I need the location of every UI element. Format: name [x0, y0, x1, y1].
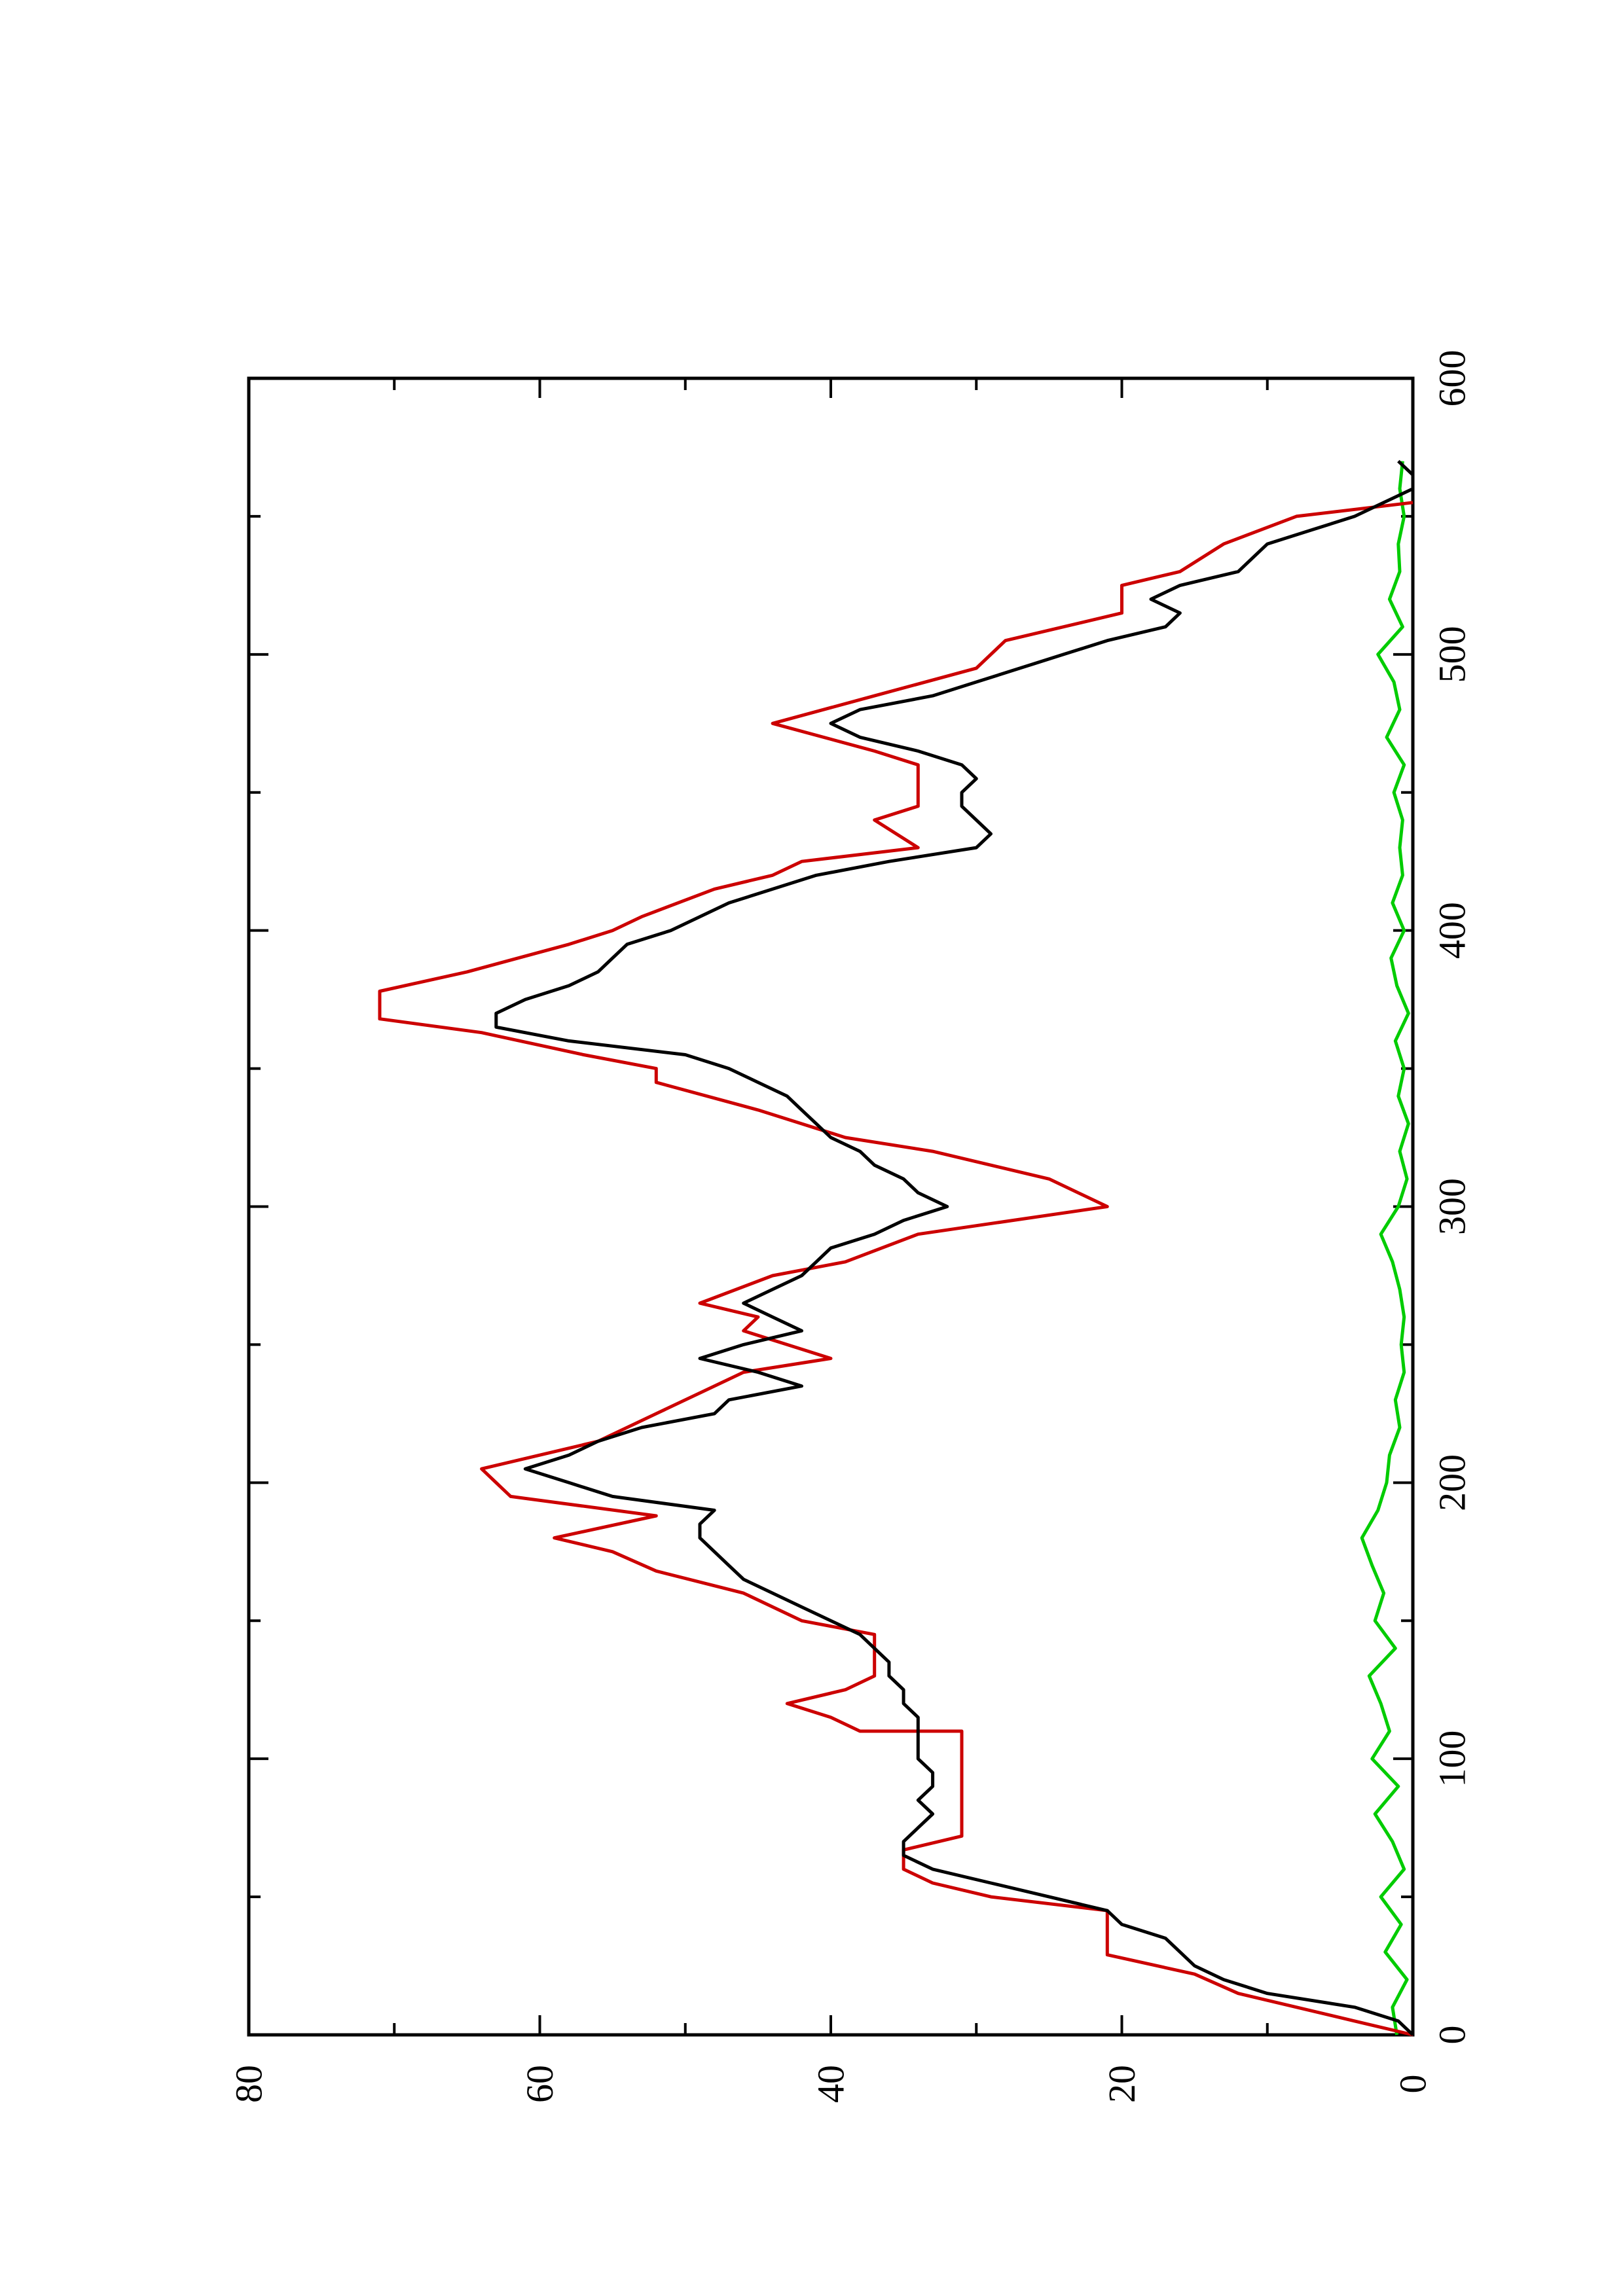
y-tick-label: 0 — [1392, 2075, 1434, 2094]
axis-ticks — [247, 377, 1414, 2036]
y-tick-label: 40 — [810, 2065, 852, 2103]
x-tick-label: 300 — [1431, 1178, 1474, 1235]
series-line — [378, 501, 1413, 2037]
tick-labels: 0 100 200 300 400 500 600 0 20 40 60 80 — [228, 350, 1474, 2104]
series-line — [1360, 461, 1410, 2036]
plot-frame — [247, 376, 1415, 2037]
series-line — [494, 459, 1415, 2036]
x-tick-label: 200 — [1431, 1454, 1474, 1511]
x-tick-label: 600 — [1431, 350, 1474, 407]
x-tick-label: 100 — [1431, 1731, 1474, 1787]
x-tick-label: 500 — [1431, 626, 1474, 683]
series-layer — [378, 459, 1415, 2037]
y-tick-label: 80 — [228, 2065, 270, 2103]
x-tick-label: 0 — [1431, 2026, 1474, 2045]
y-tick-label: 60 — [519, 2065, 561, 2103]
y-tick-label: 20 — [1101, 2065, 1143, 2103]
x-tick-label: 400 — [1431, 902, 1474, 959]
